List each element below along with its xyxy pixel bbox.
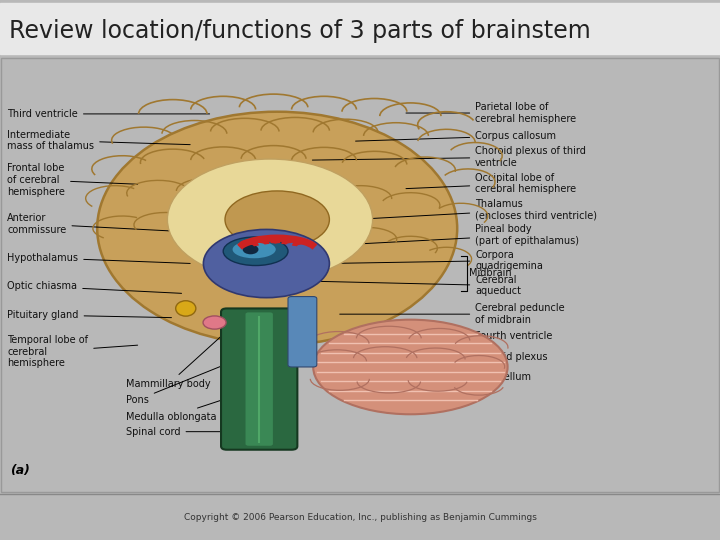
- Text: Third ventricle: Third ventricle: [7, 109, 210, 119]
- Text: Intermediate
mass of thalamus: Intermediate mass of thalamus: [7, 130, 190, 151]
- Text: Choroid plexus: Choroid plexus: [406, 352, 548, 362]
- Ellipse shape: [223, 237, 288, 266]
- Text: Cerebral peduncle
of midbrain: Cerebral peduncle of midbrain: [340, 303, 564, 325]
- Text: Thalamus
(encloses third ventricle): Thalamus (encloses third ventricle): [356, 199, 597, 220]
- Ellipse shape: [313, 320, 508, 414]
- Text: Optic chiasma: Optic chiasma: [7, 281, 181, 293]
- Text: Pons: Pons: [126, 366, 222, 405]
- Ellipse shape: [203, 230, 329, 298]
- Ellipse shape: [203, 316, 226, 329]
- Text: Mammillary body: Mammillary body: [126, 335, 222, 389]
- Ellipse shape: [243, 245, 258, 254]
- Text: Medulla oblongata: Medulla oblongata: [126, 400, 222, 422]
- Text: Temporal lobe of
cerebral
hemisphere: Temporal lobe of cerebral hemisphere: [7, 335, 138, 368]
- Text: (a): (a): [10, 464, 30, 477]
- Text: Spinal cord: Spinal cord: [126, 427, 226, 437]
- Text: Choroid plexus of third
ventricle: Choroid plexus of third ventricle: [312, 146, 586, 168]
- FancyBboxPatch shape: [221, 308, 297, 450]
- Text: Cerebellum: Cerebellum: [428, 372, 531, 382]
- Text: Parietal lobe of
cerebral hemisphere: Parietal lobe of cerebral hemisphere: [406, 102, 576, 124]
- Text: Frontal lobe
of cerebral
hemisphere: Frontal lobe of cerebral hemisphere: [7, 163, 138, 197]
- Text: Corpora
quadrigemina: Corpora quadrigemina: [327, 249, 543, 271]
- FancyBboxPatch shape: [246, 313, 273, 446]
- Text: Hypothalamus: Hypothalamus: [7, 253, 190, 264]
- Ellipse shape: [176, 301, 196, 316]
- Text: Pituitary gland: Pituitary gland: [7, 310, 171, 320]
- Text: Midbrain: Midbrain: [469, 268, 512, 278]
- Text: Cerebral
aqueduct: Cerebral aqueduct: [312, 275, 521, 296]
- Text: Anterior
commissure: Anterior commissure: [7, 213, 202, 235]
- Text: Copyright © 2006 Pearson Education, Inc., publishing as Benjamin Cummings: Copyright © 2006 Pearson Education, Inc.…: [184, 513, 536, 522]
- Ellipse shape: [233, 241, 276, 258]
- Ellipse shape: [225, 191, 329, 248]
- Text: Fourth ventricle: Fourth ventricle: [363, 331, 552, 341]
- Text: Occipital lobe of
cerebral hemisphere: Occipital lobe of cerebral hemisphere: [406, 173, 576, 194]
- FancyBboxPatch shape: [288, 296, 317, 367]
- Ellipse shape: [167, 159, 373, 280]
- Ellipse shape: [97, 112, 457, 345]
- Text: Corpus callosum: Corpus callosum: [356, 131, 557, 141]
- Text: Pineal body
(part of epithalamus): Pineal body (part of epithalamus): [340, 224, 579, 246]
- Text: Review location/functions of 3 parts of brainstem: Review location/functions of 3 parts of …: [9, 19, 590, 43]
